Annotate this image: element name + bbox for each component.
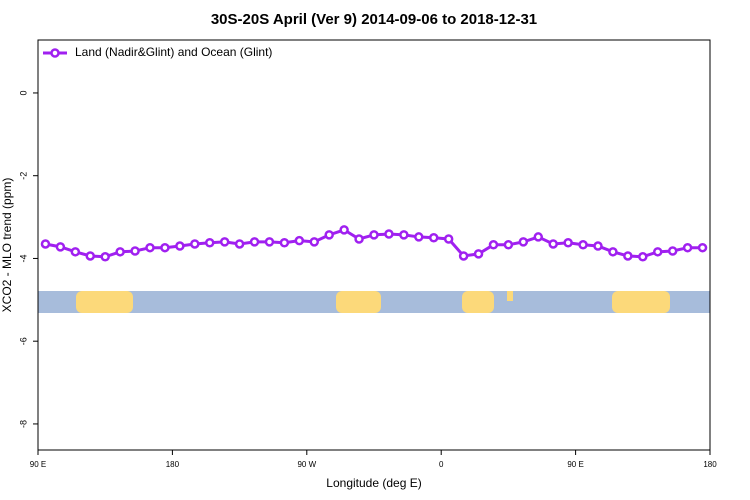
data-point	[130, 246, 140, 256]
legend-label: Land (Nadir&Glint) and Ocean (Glint)	[75, 45, 272, 59]
chart-title: 30S-20S April (Ver 9) 2014-09-06 to 2018…	[211, 11, 537, 28]
data-point	[294, 235, 305, 246]
data-point	[339, 225, 349, 235]
data-point	[309, 237, 320, 247]
data-point	[204, 237, 215, 248]
data-point	[682, 242, 693, 253]
y-tick-label: -8	[18, 420, 28, 428]
y-tick-label: -4	[18, 254, 28, 262]
data-point	[533, 232, 544, 242]
y-tick-label: -6	[18, 337, 28, 345]
x-axis-label: Longitude (deg E)	[326, 476, 421, 490]
data-point	[548, 239, 558, 249]
data-point	[219, 237, 230, 247]
data-point	[264, 237, 275, 247]
legend-marker	[50, 48, 60, 58]
data-point	[578, 240, 588, 250]
data-point	[249, 237, 260, 247]
data-point	[414, 232, 424, 242]
data-point	[384, 229, 394, 239]
data-point	[234, 239, 245, 249]
data-point	[667, 246, 678, 256]
data-point	[369, 230, 379, 240]
data-point	[55, 242, 66, 252]
y-axis-label: XCO2 - MLO trend (ppm)	[0, 178, 14, 313]
data-point	[40, 239, 51, 249]
data-point	[160, 242, 170, 253]
data-point	[638, 252, 648, 262]
x-tick-label: 180	[703, 460, 717, 469]
data-point	[428, 233, 439, 243]
data-point	[100, 252, 110, 262]
data-point	[697, 242, 708, 253]
x-tick-label: 0	[439, 460, 444, 469]
data-point	[458, 251, 469, 261]
data-point	[503, 240, 514, 250]
data-point	[324, 230, 334, 240]
data-point	[145, 242, 155, 253]
x-tick-label: 180	[166, 460, 180, 469]
data-point	[279, 237, 290, 248]
x-tick-label: 90 E	[567, 460, 583, 469]
x-tick-label: 90 W	[297, 460, 316, 469]
data-point	[563, 237, 573, 248]
plot-frame	[37, 39, 711, 451]
data-point	[175, 241, 185, 251]
data-point	[85, 251, 96, 261]
data-point	[608, 247, 618, 257]
data-point	[593, 241, 603, 251]
data-point	[473, 249, 484, 259]
y-tick-label: -2	[18, 172, 28, 180]
data-point	[488, 240, 499, 250]
y-tick-label: 0	[18, 90, 28, 95]
data-point	[354, 234, 364, 244]
x-tick-label: 90 E	[30, 460, 46, 469]
data-point	[399, 230, 409, 240]
data-point	[623, 251, 633, 261]
data-point	[115, 247, 125, 257]
data-point	[652, 247, 663, 257]
data-point	[518, 237, 529, 247]
data-point	[190, 239, 200, 249]
land-ocean-strip	[38, 291, 710, 313]
data-point	[70, 247, 81, 257]
data-point	[443, 234, 454, 244]
